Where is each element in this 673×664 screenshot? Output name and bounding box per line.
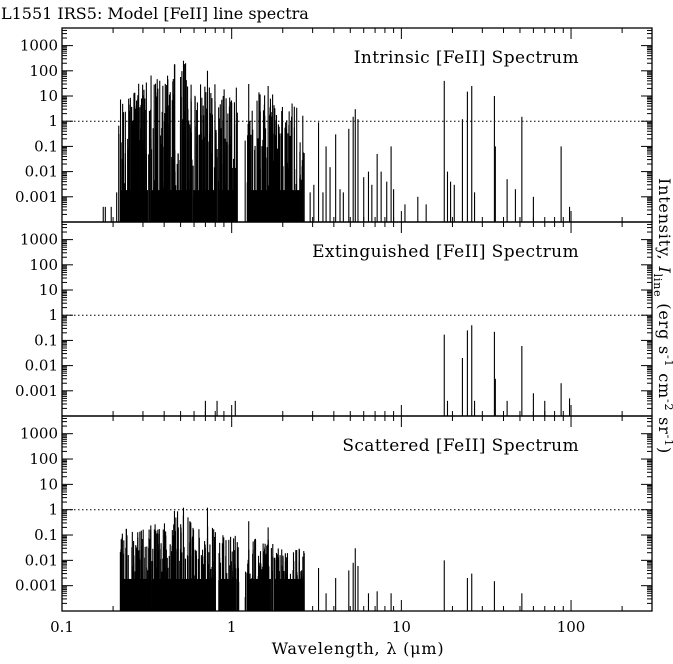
- y-axis-label-exp2: -2: [662, 399, 673, 411]
- panels-layer: 1000 100 10 1 0.1 0.01 0.001 Intrinsic [FeII] S…: [15, 27, 653, 612]
- spectral-line-forest: [174, 578, 190, 611]
- spectral-line-forest: [134, 190, 148, 222]
- spectral-line-forest: [247, 190, 271, 222]
- y-tick-label: 0.001: [15, 577, 58, 595]
- panel-intrinsic-feii-spectrum: 1000 100 10 1 0.1 0.01 0.001 Intrinsic [FeII] S…: [15, 27, 653, 223]
- y-tick-label: 1000: [20, 425, 58, 443]
- spectral-line-forest: [247, 578, 271, 611]
- x-tick-label: 10: [392, 618, 411, 636]
- spectral-line-forest: [274, 190, 303, 222]
- y-axis-label-exp1: -1: [662, 355, 673, 367]
- y-axis-label: Intensity, Iline (erg s-1 cm-2 sr-1): [651, 178, 673, 454]
- y-axis-label-subscript: line: [651, 274, 664, 298]
- spectral-line-forest: [122, 578, 148, 611]
- x-tick-label: 1: [227, 618, 237, 636]
- y-tick-label: 1000: [20, 231, 58, 249]
- spectral-line-forest: [274, 578, 303, 611]
- panel-extinguished-feii-spectrum: 1000 100 10 1 0.1 0.01 0.001 Extinguished [FeII…: [15, 221, 653, 417]
- spectral-line-forest: [219, 578, 237, 611]
- y-tick-label: 100: [29, 62, 58, 80]
- y-axis-label-units-b: cm: [655, 367, 673, 399]
- y-tick-label: 100: [29, 256, 58, 274]
- y-tick-label: 1: [48, 501, 58, 519]
- y-tick-label: 0.1: [34, 137, 58, 155]
- y-tick-label: 10: [39, 281, 58, 299]
- x-tick-label: 0.1: [50, 618, 74, 636]
- y-tick-label: 10: [39, 475, 58, 493]
- y-tick-label: 1: [48, 306, 58, 324]
- y-tick-label: 1: [48, 112, 58, 130]
- y-axis-label-units-c: sr: [655, 411, 673, 434]
- x-tick-label: 100: [557, 618, 586, 636]
- y-tick-label: 0.01: [25, 163, 58, 181]
- y-tick-label: 10: [39, 87, 58, 105]
- spectral-line-forest: [174, 190, 190, 222]
- x-axis-label: Wavelength, λ (μm): [272, 639, 445, 658]
- y-tick-label: 0.01: [25, 551, 58, 569]
- chart-title: L1551 IRS5: Model [FeII] line spectra: [1, 4, 309, 23]
- y-tick-label: 0.001: [15, 382, 58, 400]
- panel-label: Intrinsic [FeII] Spectrum: [354, 48, 579, 68]
- y-tick-label: 1000: [20, 37, 58, 55]
- panel-scattered-feii-spectrum: 1000 100 10 1 0.1 0.01 0.001 Scattered [FeII] S…: [15, 415, 653, 612]
- y-axis-label-prefix: Intensity,: [655, 178, 673, 266]
- y-tick-label: 0.1: [34, 331, 58, 349]
- y-tick-label: 0.01: [25, 357, 58, 375]
- y-tick-label: 0.1: [34, 526, 58, 544]
- y-axis-label-units-d: ): [655, 447, 673, 454]
- panel-label: Scattered [FeII] Spectrum: [342, 436, 579, 456]
- x-axis-tick-labels: 0.1 1 10 100: [50, 618, 585, 636]
- y-axis-label-exp3: -1: [662, 435, 673, 447]
- y-axis-label-symbol: I: [655, 265, 673, 273]
- panel-label: Extinguished [FeII] Spectrum: [312, 242, 579, 262]
- spectral-line-forest: [151, 190, 173, 222]
- spectral-line-forest: [151, 578, 173, 611]
- spectral-line-forest: [219, 190, 237, 222]
- y-tick-label: 100: [29, 450, 58, 468]
- y-tick-label: 0.001: [15, 188, 58, 206]
- spectral-line-forest: [193, 190, 216, 222]
- y-axis-label-units-a: (erg s: [655, 297, 673, 355]
- spectral-line-forest: [193, 578, 216, 611]
